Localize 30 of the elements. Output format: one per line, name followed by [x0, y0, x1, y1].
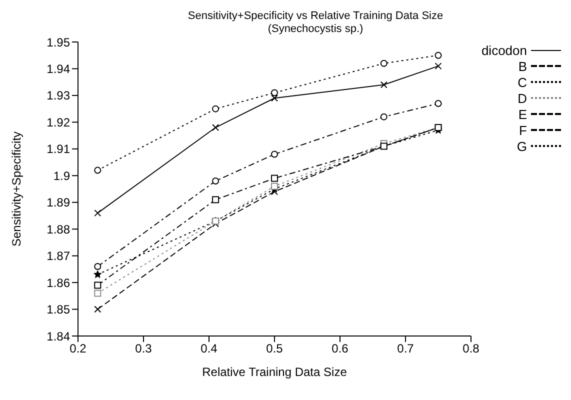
- x-tick-label: 0.5: [266, 342, 284, 356]
- legend-label: D: [518, 90, 527, 106]
- legend-label: G: [516, 138, 527, 154]
- x-tick-label: 0.8: [462, 342, 480, 356]
- y-tick-label: 1.87: [46, 249, 70, 264]
- chart-subtitle: (Synechocystis sp.): [266, 23, 364, 36]
- y-tick-label: 1.94: [46, 62, 70, 76]
- chart-title: Sensitivity+Specificity vs Relative Training Data Size: [186, 10, 444, 23]
- legend-label: F: [519, 122, 527, 138]
- y-tick-label: 1.84: [46, 329, 70, 344]
- x-tick-label: 0.3: [135, 342, 152, 356]
- legend-label: C: [518, 74, 527, 90]
- y-tick-label: 1.93: [46, 88, 70, 103]
- legend-label: dicodon: [481, 42, 527, 58]
- y-tick-label: 1.86: [46, 276, 70, 290]
- x-tick-label: 0.2: [70, 342, 87, 356]
- legend-label: B: [518, 58, 527, 74]
- y-tick-label: 1.91: [46, 142, 70, 156]
- x-axis-title: Relative Training Data Size: [202, 365, 348, 379]
- y-tick-label: 1.92: [46, 115, 70, 130]
- x-tick-label: 0.4: [200, 342, 218, 356]
- legend-label: E: [518, 106, 527, 122]
- y-tick-label: 1.88: [46, 222, 70, 236]
- y-tick-label: 1.9: [53, 168, 70, 183]
- y-tick-label: 1.89: [46, 196, 70, 210]
- y-tick-label: 1.85: [46, 302, 70, 317]
- y-axis-title: Sensitivity+Specificity: [9, 131, 24, 247]
- x-tick-label: 0.6: [332, 342, 349, 356]
- x-tick-label: 0.7: [397, 342, 414, 356]
- y-tick-label: 1.95: [46, 35, 70, 50]
